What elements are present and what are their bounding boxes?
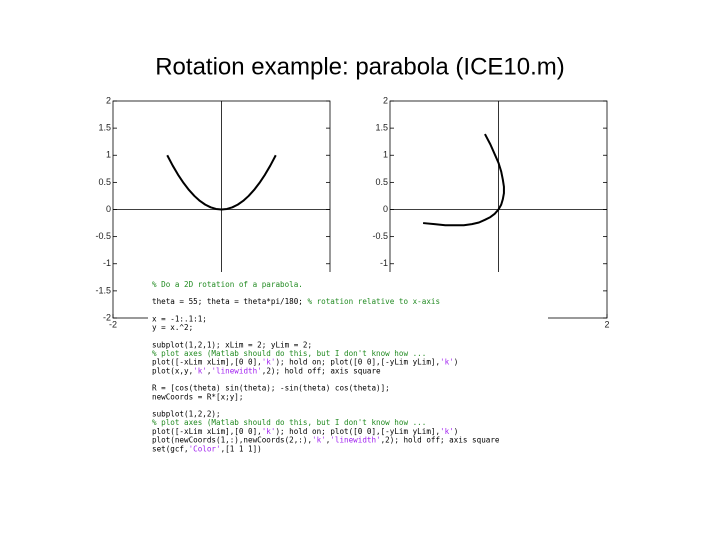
code-line: R = [cos(theta) sin(theta); -sin(theta) … (152, 384, 390, 393)
y-tick-label: -1.5 (95, 285, 111, 295)
slide-title: Rotation example: parabola (ICE10.m) (155, 53, 565, 80)
code-panel: % Do a 2D rotation of a parabola. theta =… (148, 272, 548, 470)
code-line: % plot axes (Matlab should do this, but … (152, 349, 426, 358)
y-tick-label: -1 (103, 258, 111, 268)
y-tick-label: -2 (103, 312, 111, 322)
code-line: set(gcf,'Color',[1 1 1]) (152, 444, 262, 453)
code-background (148, 272, 548, 470)
data-line (422, 133, 505, 227)
x-tick-label: -2 (109, 319, 117, 329)
y-tick-label: 0.5 (98, 177, 111, 187)
code-line: % plot axes (Matlab should do this, but … (152, 418, 426, 427)
code-line: y = x.^2; (152, 323, 193, 332)
y-tick-label: 0 (383, 204, 388, 214)
y-tick-label: -0.5 (372, 231, 388, 241)
charts: 21.510.50-0.5-1-1.5-2-2221.510.50-0.5-1-… (95, 95, 609, 329)
code-line: plot(x,y,'k','linewidth',2); hold off; a… (152, 366, 381, 375)
y-tick-label: 2 (383, 95, 388, 105)
code-line: plot([-xLim xLim],[0 0],'k'); hold on; p… (152, 358, 458, 367)
x-tick-label: 2 (604, 319, 609, 329)
data-line (166, 154, 277, 211)
code-line: newCoords = R*[x;y]; (152, 392, 243, 401)
y-tick-label: -0.5 (95, 231, 111, 241)
code-line: plot(newCoords(1,:),newCoords(2,:),'k','… (152, 436, 500, 445)
y-tick-label: 1 (106, 150, 111, 160)
y-tick-label: 0 (106, 204, 111, 214)
code-line: subplot(1,2,1); xLim = 2; yLim = 2; (152, 340, 312, 349)
y-tick-label: 1.5 (375, 123, 388, 133)
y-tick-label: 1 (383, 150, 388, 160)
code-line: theta = 55; theta = theta*pi/180; % rota… (152, 297, 440, 306)
y-tick-label: -1 (380, 258, 388, 268)
y-tick-label: 1.5 (98, 123, 111, 133)
code-line: plot([-xLim xLim],[0 0],'k'); hold on; p… (152, 427, 458, 436)
y-tick-label: 0.5 (375, 177, 388, 187)
code-line: subplot(1,2,2); (152, 410, 221, 419)
y-tick-label: 2 (106, 95, 111, 105)
code-line: % Do a 2D rotation of a parabola. (152, 280, 303, 289)
code-line: x = -1:.1:1; (152, 314, 207, 323)
